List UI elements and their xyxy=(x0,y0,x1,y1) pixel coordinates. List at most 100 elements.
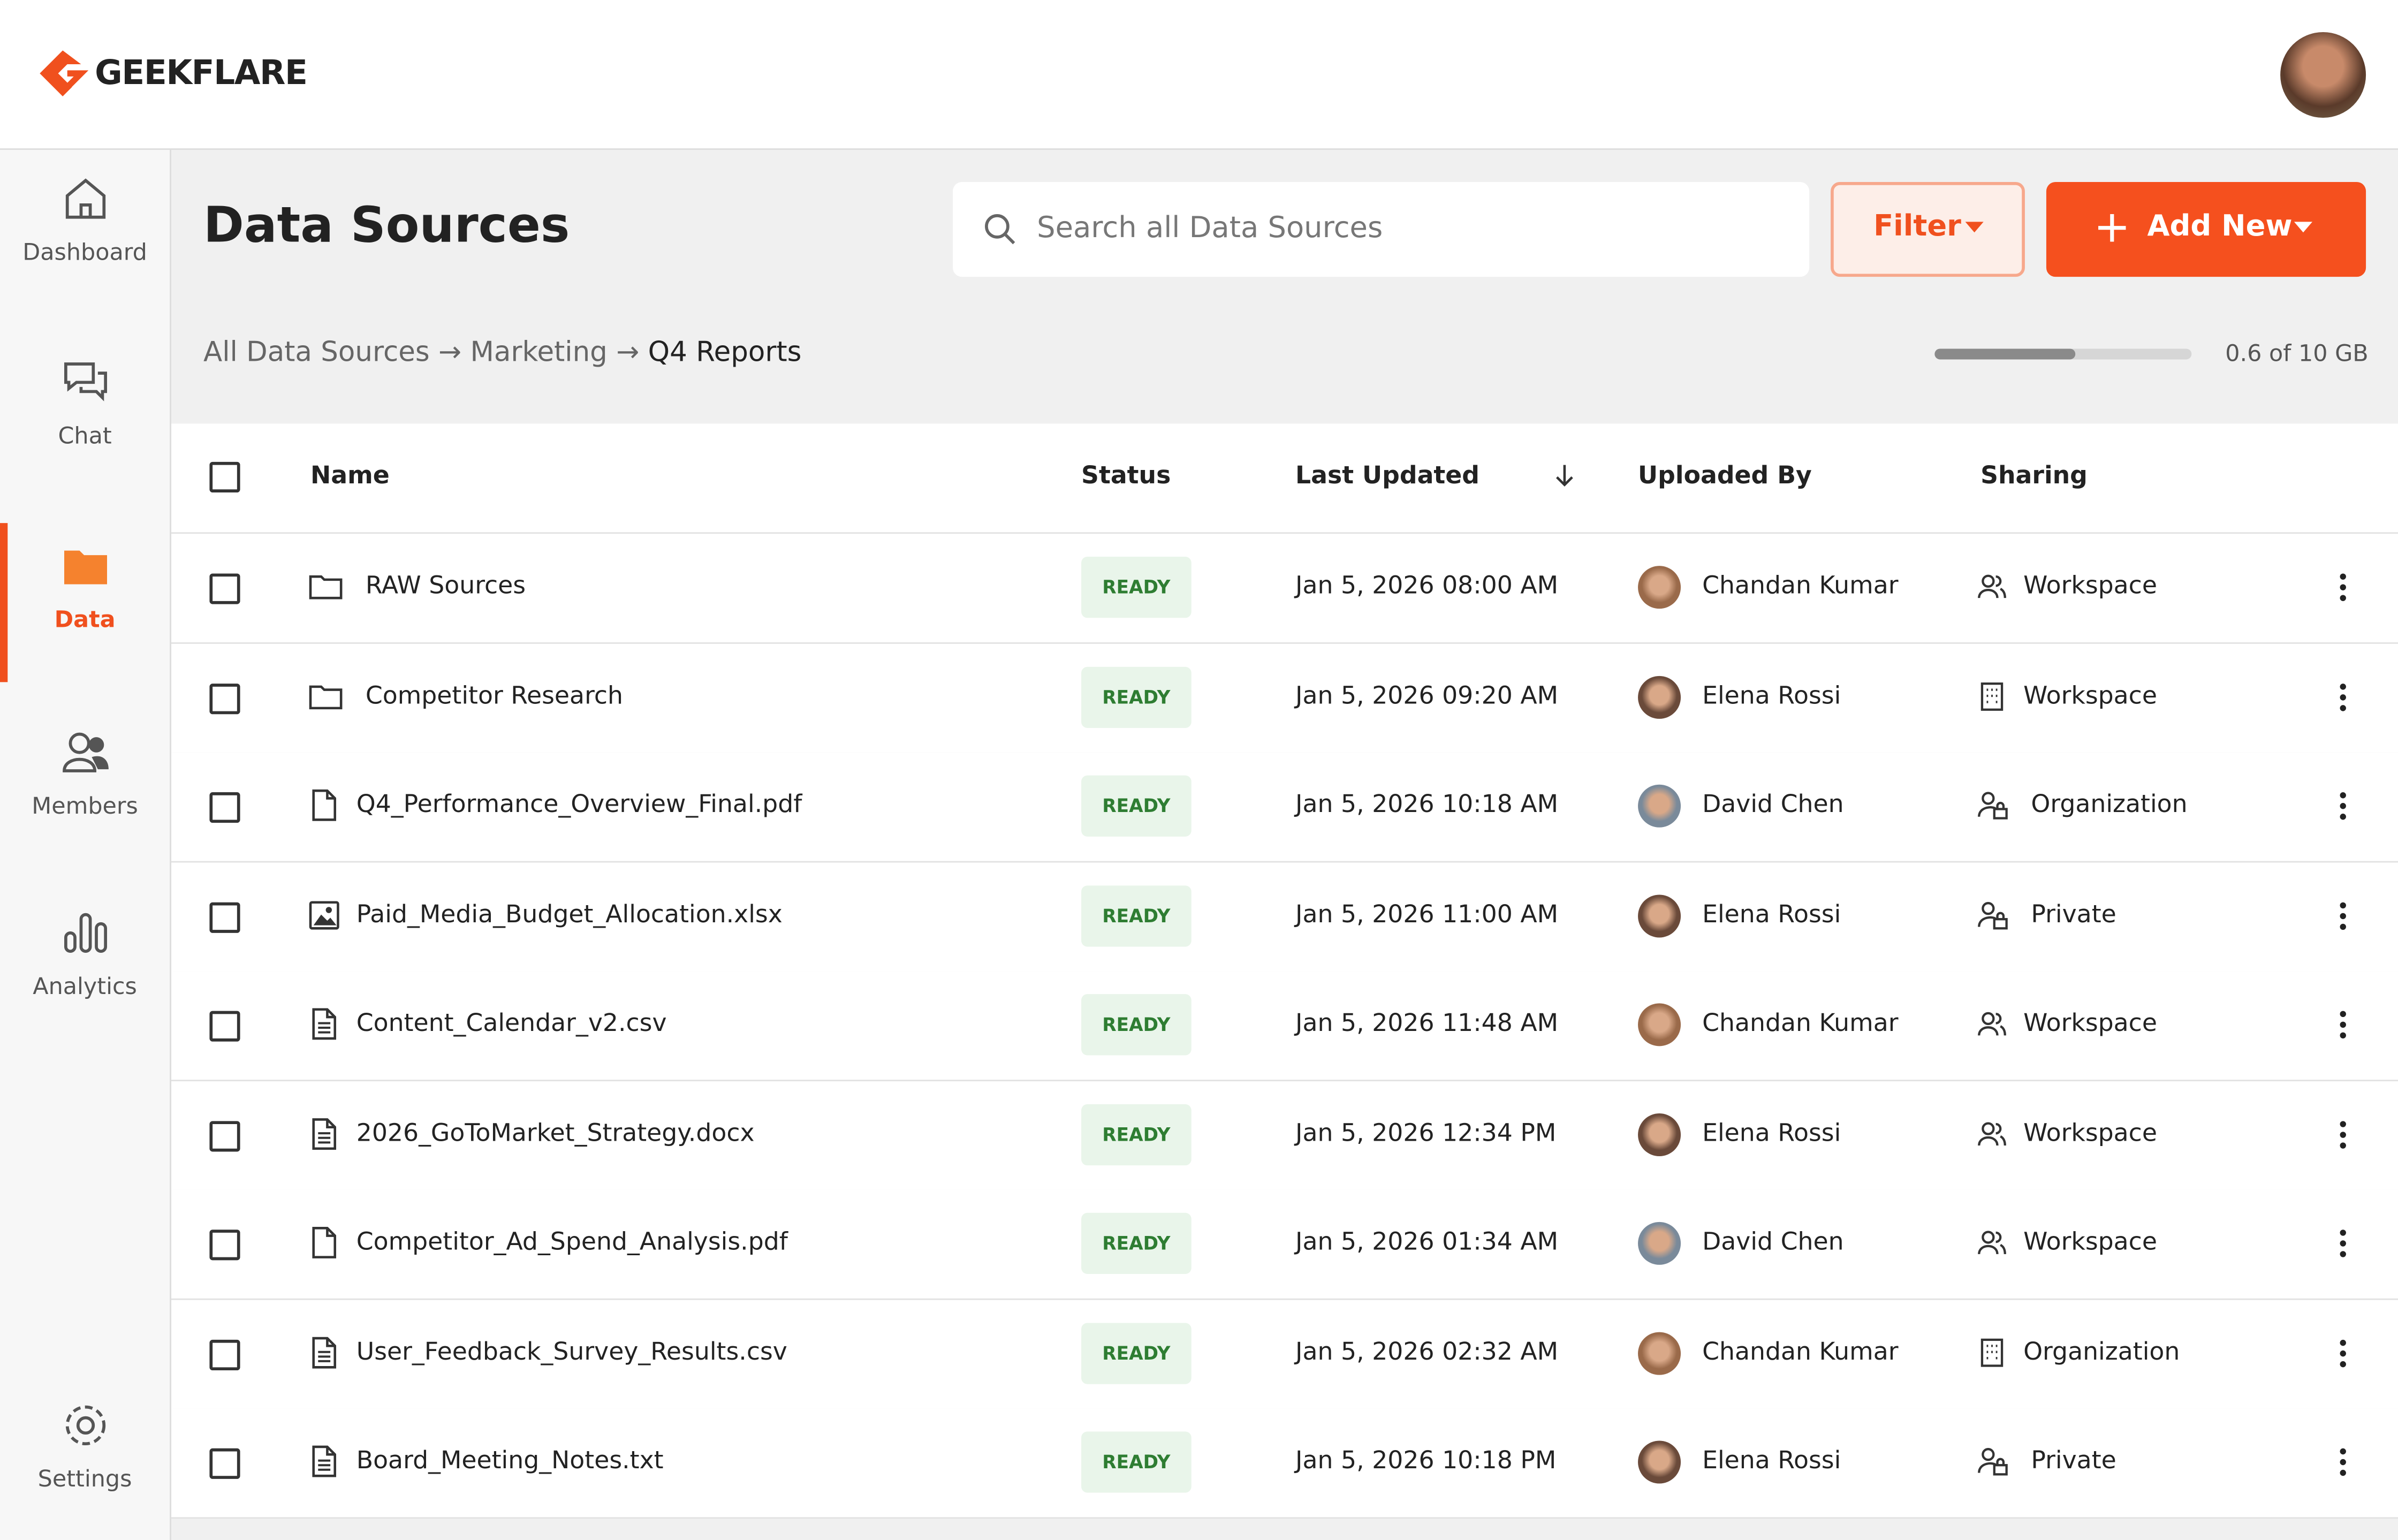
table-row[interactable] xyxy=(171,862,2398,972)
logo-icon xyxy=(40,50,89,97)
checkbox[interactable] xyxy=(209,573,240,604)
file-name[interactable]: Competitor_Ad_Spend_Analysis.pdf xyxy=(356,1226,788,1256)
uploader-name: David Chen xyxy=(1702,1226,1844,1256)
status-badge: READY xyxy=(1081,884,1192,946)
uploader-name: Chandan Kumar xyxy=(1702,1336,1899,1365)
checkbox[interactable] xyxy=(209,901,240,932)
page-title: Data Sources xyxy=(203,195,570,254)
row-menu xyxy=(2340,573,2346,601)
last-updated: Jan 5, 2026 10:18 PM xyxy=(1295,1445,1557,1475)
breadcrumb-item[interactable]: All Data Sources xyxy=(203,336,430,369)
sharing: Workspace xyxy=(2023,1226,2157,1256)
nav-item[interactable]: Chat xyxy=(58,422,112,450)
uploader-name: Elena Rossi xyxy=(1702,1117,1841,1147)
row-menu xyxy=(2340,1230,2346,1257)
nav-icon xyxy=(64,913,108,953)
uploader-avatar xyxy=(1638,1331,1681,1375)
sharing: Private xyxy=(2031,898,2116,928)
checkbox[interactable] xyxy=(209,1448,240,1479)
checkbox[interactable] xyxy=(209,792,240,823)
last-updated: Jan 5, 2026 02:32 AM xyxy=(1295,1336,1559,1365)
checkbox[interactable] xyxy=(209,1230,240,1261)
file-name[interactable]: Q4_Performance_Overview_Final.pdf xyxy=(356,789,802,818)
uploader-name: Elena Rossi xyxy=(1702,680,1841,709)
search-placeholder: Search all Data Sources xyxy=(1037,211,1383,245)
status-badge: READY xyxy=(1081,1212,1192,1275)
status-badge: READY xyxy=(1081,557,1192,618)
file-name[interactable]: User_Feedback_Survey_Results.csv xyxy=(356,1336,787,1365)
checkbox[interactable] xyxy=(209,1120,240,1151)
breadcrumb-item[interactable]: Marketing xyxy=(470,336,608,369)
breadcrumb-arrow: → xyxy=(429,336,471,369)
uploader-name: David Chen xyxy=(1702,789,1844,818)
breadcrumb: All Data Sources → Marketing → Q4 Report… xyxy=(203,337,801,369)
sharing: Organization xyxy=(2023,1336,2180,1365)
uploader-name: Elena Rossi xyxy=(1702,1445,1841,1475)
nav-item[interactable]: Data xyxy=(54,605,116,633)
last-updated: Jan 5, 2026 01:34 AM xyxy=(1295,1226,1559,1256)
uploader-name: Chandan Kumar xyxy=(1702,570,1899,600)
table-row[interactable] xyxy=(171,643,2398,754)
file-icon xyxy=(312,789,337,821)
last-updated: Jan 5, 2026 08:00 AM xyxy=(1295,570,1559,600)
sharing-icon xyxy=(1980,681,2004,710)
file-name[interactable]: Competitor Research xyxy=(365,680,623,709)
table-row[interactable] xyxy=(171,1189,2398,1300)
search-box[interactable] xyxy=(953,182,1810,277)
uploader-avatar xyxy=(1638,1440,1681,1484)
uploader-avatar xyxy=(1638,784,1681,828)
table-row[interactable] xyxy=(171,971,2398,1082)
sharing-icon xyxy=(1978,1012,2006,1036)
checkbox[interactable] xyxy=(209,1339,240,1370)
sharing: Workspace xyxy=(2023,1117,2157,1147)
file-name[interactable]: 2026_GoToMarket_Strategy.docx xyxy=(356,1117,755,1147)
row-menu xyxy=(2340,1011,2346,1039)
status-badge: READY xyxy=(1081,1322,1192,1384)
last-updated: Jan 5, 2026 11:48 AM xyxy=(1295,1007,1559,1037)
table-row[interactable] xyxy=(171,534,2398,644)
nav-item[interactable]: Analytics xyxy=(33,973,137,1000)
file-name[interactable]: Board_Meeting_Notes.txt xyxy=(356,1445,664,1475)
checkbox[interactable] xyxy=(209,682,240,714)
uploader-avatar xyxy=(1638,566,1681,609)
file-name[interactable]: Paid_Media_Budget_Allocation.xlsx xyxy=(356,898,783,928)
checkbox[interactable] xyxy=(209,461,240,493)
sharing-icon xyxy=(1978,574,2006,598)
file-name[interactable]: Content_Calendar_v2.csv xyxy=(356,1007,667,1037)
nav-item[interactable]: Dashboard xyxy=(22,238,147,267)
table-header xyxy=(171,423,2398,534)
active-indicator xyxy=(0,523,8,682)
nav-item[interactable]: Members xyxy=(32,792,138,820)
file-name[interactable]: RAW Sources xyxy=(365,570,526,600)
sort-icon xyxy=(1556,465,1573,487)
file-icon xyxy=(309,575,343,600)
storage-label: 0.6 of 10 GB xyxy=(2225,339,2369,367)
table-row[interactable] xyxy=(171,1408,2398,1519)
user-avatar[interactable] xyxy=(2280,32,2366,118)
plus-icon xyxy=(2098,214,2126,242)
file-icon xyxy=(312,1445,337,1477)
sharing-icon xyxy=(1978,901,2008,929)
column-header: Name xyxy=(310,460,390,490)
table-row[interactable] xyxy=(171,1080,2398,1191)
filter-button[interactable] xyxy=(1831,182,2025,277)
file-icon xyxy=(309,685,343,709)
checkbox[interactable] xyxy=(209,1011,240,1042)
table-row[interactable] xyxy=(171,752,2398,863)
last-updated: Jan 5, 2026 09:20 AM xyxy=(1295,680,1559,709)
row-menu xyxy=(2340,1448,2346,1476)
sharing: Organization xyxy=(2031,789,2188,818)
breadcrumb-arrow: → xyxy=(607,336,648,369)
uploader-name: Elena Rossi xyxy=(1702,898,1841,928)
column-header[interactable]: Last Updated xyxy=(1295,460,1480,490)
table-row[interactable] xyxy=(171,1299,2398,1409)
nav-icon xyxy=(65,178,106,219)
row-menu xyxy=(2340,901,2346,929)
uploader-avatar xyxy=(1638,1112,1681,1156)
nav-item[interactable]: Settings xyxy=(37,1465,132,1493)
last-updated: Jan 5, 2026 12:34 PM xyxy=(1295,1117,1557,1147)
sharing-icon xyxy=(1980,1338,2004,1367)
